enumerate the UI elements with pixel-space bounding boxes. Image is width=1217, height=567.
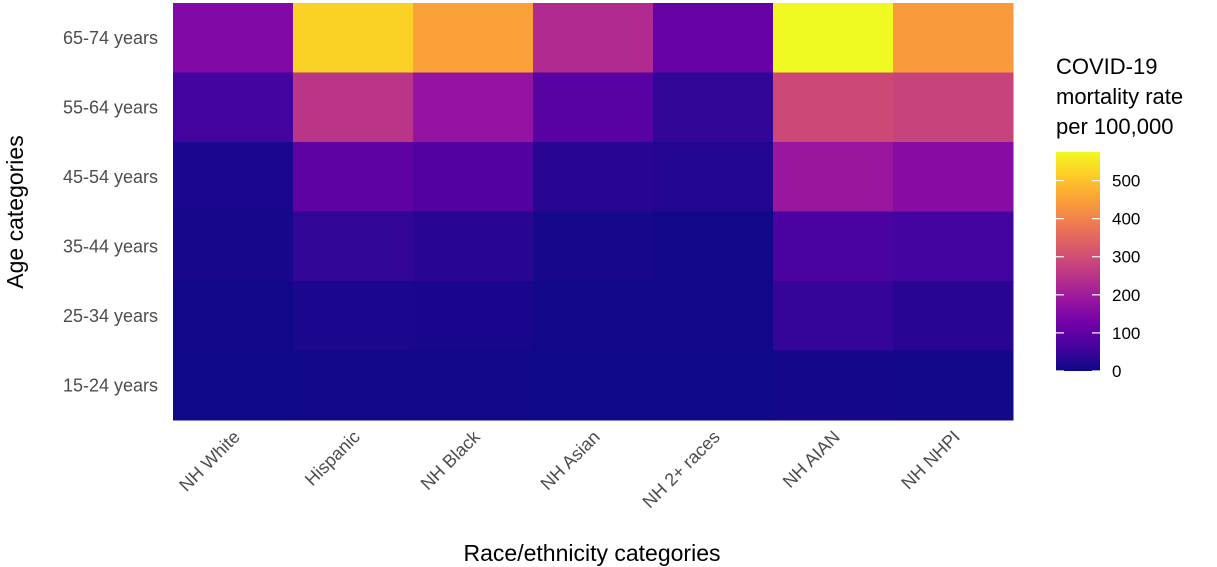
y-tick-label: 55-64 years [63,97,158,117]
heatmap-cell [293,3,414,73]
legend-title-line-1: COVID-19 [1056,54,1157,79]
heatmap-cell [773,3,894,73]
heatmap-cell [893,3,1014,73]
heatmap-cell [533,142,654,212]
legend-tick-label: 200 [1112,286,1140,305]
heatmap-cell [893,281,1014,351]
legend-title-line-2: mortality rate [1056,84,1183,109]
heatmap-cell [293,281,414,351]
y-tick-label: 65-74 years [63,28,158,48]
x-axis-title: Race/ethnicity categories [464,540,721,566]
y-tick-label: 35-44 years [63,236,158,256]
heatmap-cell [413,142,534,212]
y-axis-title: Age categories [2,135,28,288]
heatmap-cell [533,3,654,73]
heatmap-cell [773,142,894,212]
heatmap-cell [413,3,534,73]
legend-tick-label: 100 [1112,324,1140,343]
heatmap-cell [653,211,774,282]
heatmap-cell [533,72,654,143]
x-tick-label: NH AIAN [779,427,844,492]
x-tick-label: NH NHPI [897,427,963,493]
heatmap-cell [653,142,774,212]
heatmap-cell [293,211,414,282]
heatmap-cell [293,142,414,212]
heatmap-cell [173,142,294,212]
heatmap-cell [413,281,534,351]
heatmap-cell [773,72,894,143]
legend-color-bar [1056,152,1100,371]
y-tick-label: 15-24 years [63,375,158,395]
heatmap-cell [653,72,774,143]
x-tick-labels: NH White Hispanic NH Black NH Asian NH 2+ ra… [175,426,964,512]
heatmap-cell [293,350,414,421]
y-tick-label: 45-54 years [63,167,158,187]
legend-title-line-3: per 100,000 [1056,114,1173,139]
heatmap-cell [413,350,534,421]
x-tick-label: Hispanic [301,427,364,490]
heatmap-cell [173,211,294,282]
heatmap-cell [653,3,774,73]
y-tick-label: 25-34 years [63,306,158,326]
heatmap-cell [893,72,1014,143]
heatmap-cell [893,142,1014,212]
legend-tick-label: 500 [1112,172,1140,191]
color-legend: COVID-19 mortality rate per 100,000 0 100… [1056,54,1183,381]
heatmap-cell [773,281,894,351]
heatmap-cell [893,350,1014,421]
heatmap-cell [773,350,894,421]
heatmap-cell [533,350,654,421]
y-tick-labels: 65-74 years 55-64 years 45-54 years 35-44 y… [63,28,158,396]
heatmap-cell [173,350,294,421]
heatmap-cell [533,281,654,351]
legend-ticks: 0 100 200 300 400 500 [1056,172,1140,381]
heatmap-cell [173,3,294,73]
heatmap-cell [653,350,774,421]
x-tick-label: NH Black [417,426,485,494]
x-tick-label: NH White [175,427,244,496]
x-tick-label: NH Asian [537,427,604,494]
legend-tick-label: 0 [1112,362,1121,381]
heatmap-cell [893,211,1014,282]
legend-tick-label: 300 [1112,248,1140,267]
heatmap-cell [413,211,534,282]
x-tick-label: NH 2+ races [639,427,724,512]
heatmap-cell [773,211,894,282]
heatmap-cell [293,72,414,143]
heatmap-cell [413,72,534,143]
heatmap-cell [653,281,774,351]
heatmap-cell [173,281,294,351]
heatmap-cell [173,72,294,143]
heatmap-cell [533,211,654,282]
heatmap-cells [173,3,1014,421]
legend-tick-label: 400 [1112,210,1140,229]
